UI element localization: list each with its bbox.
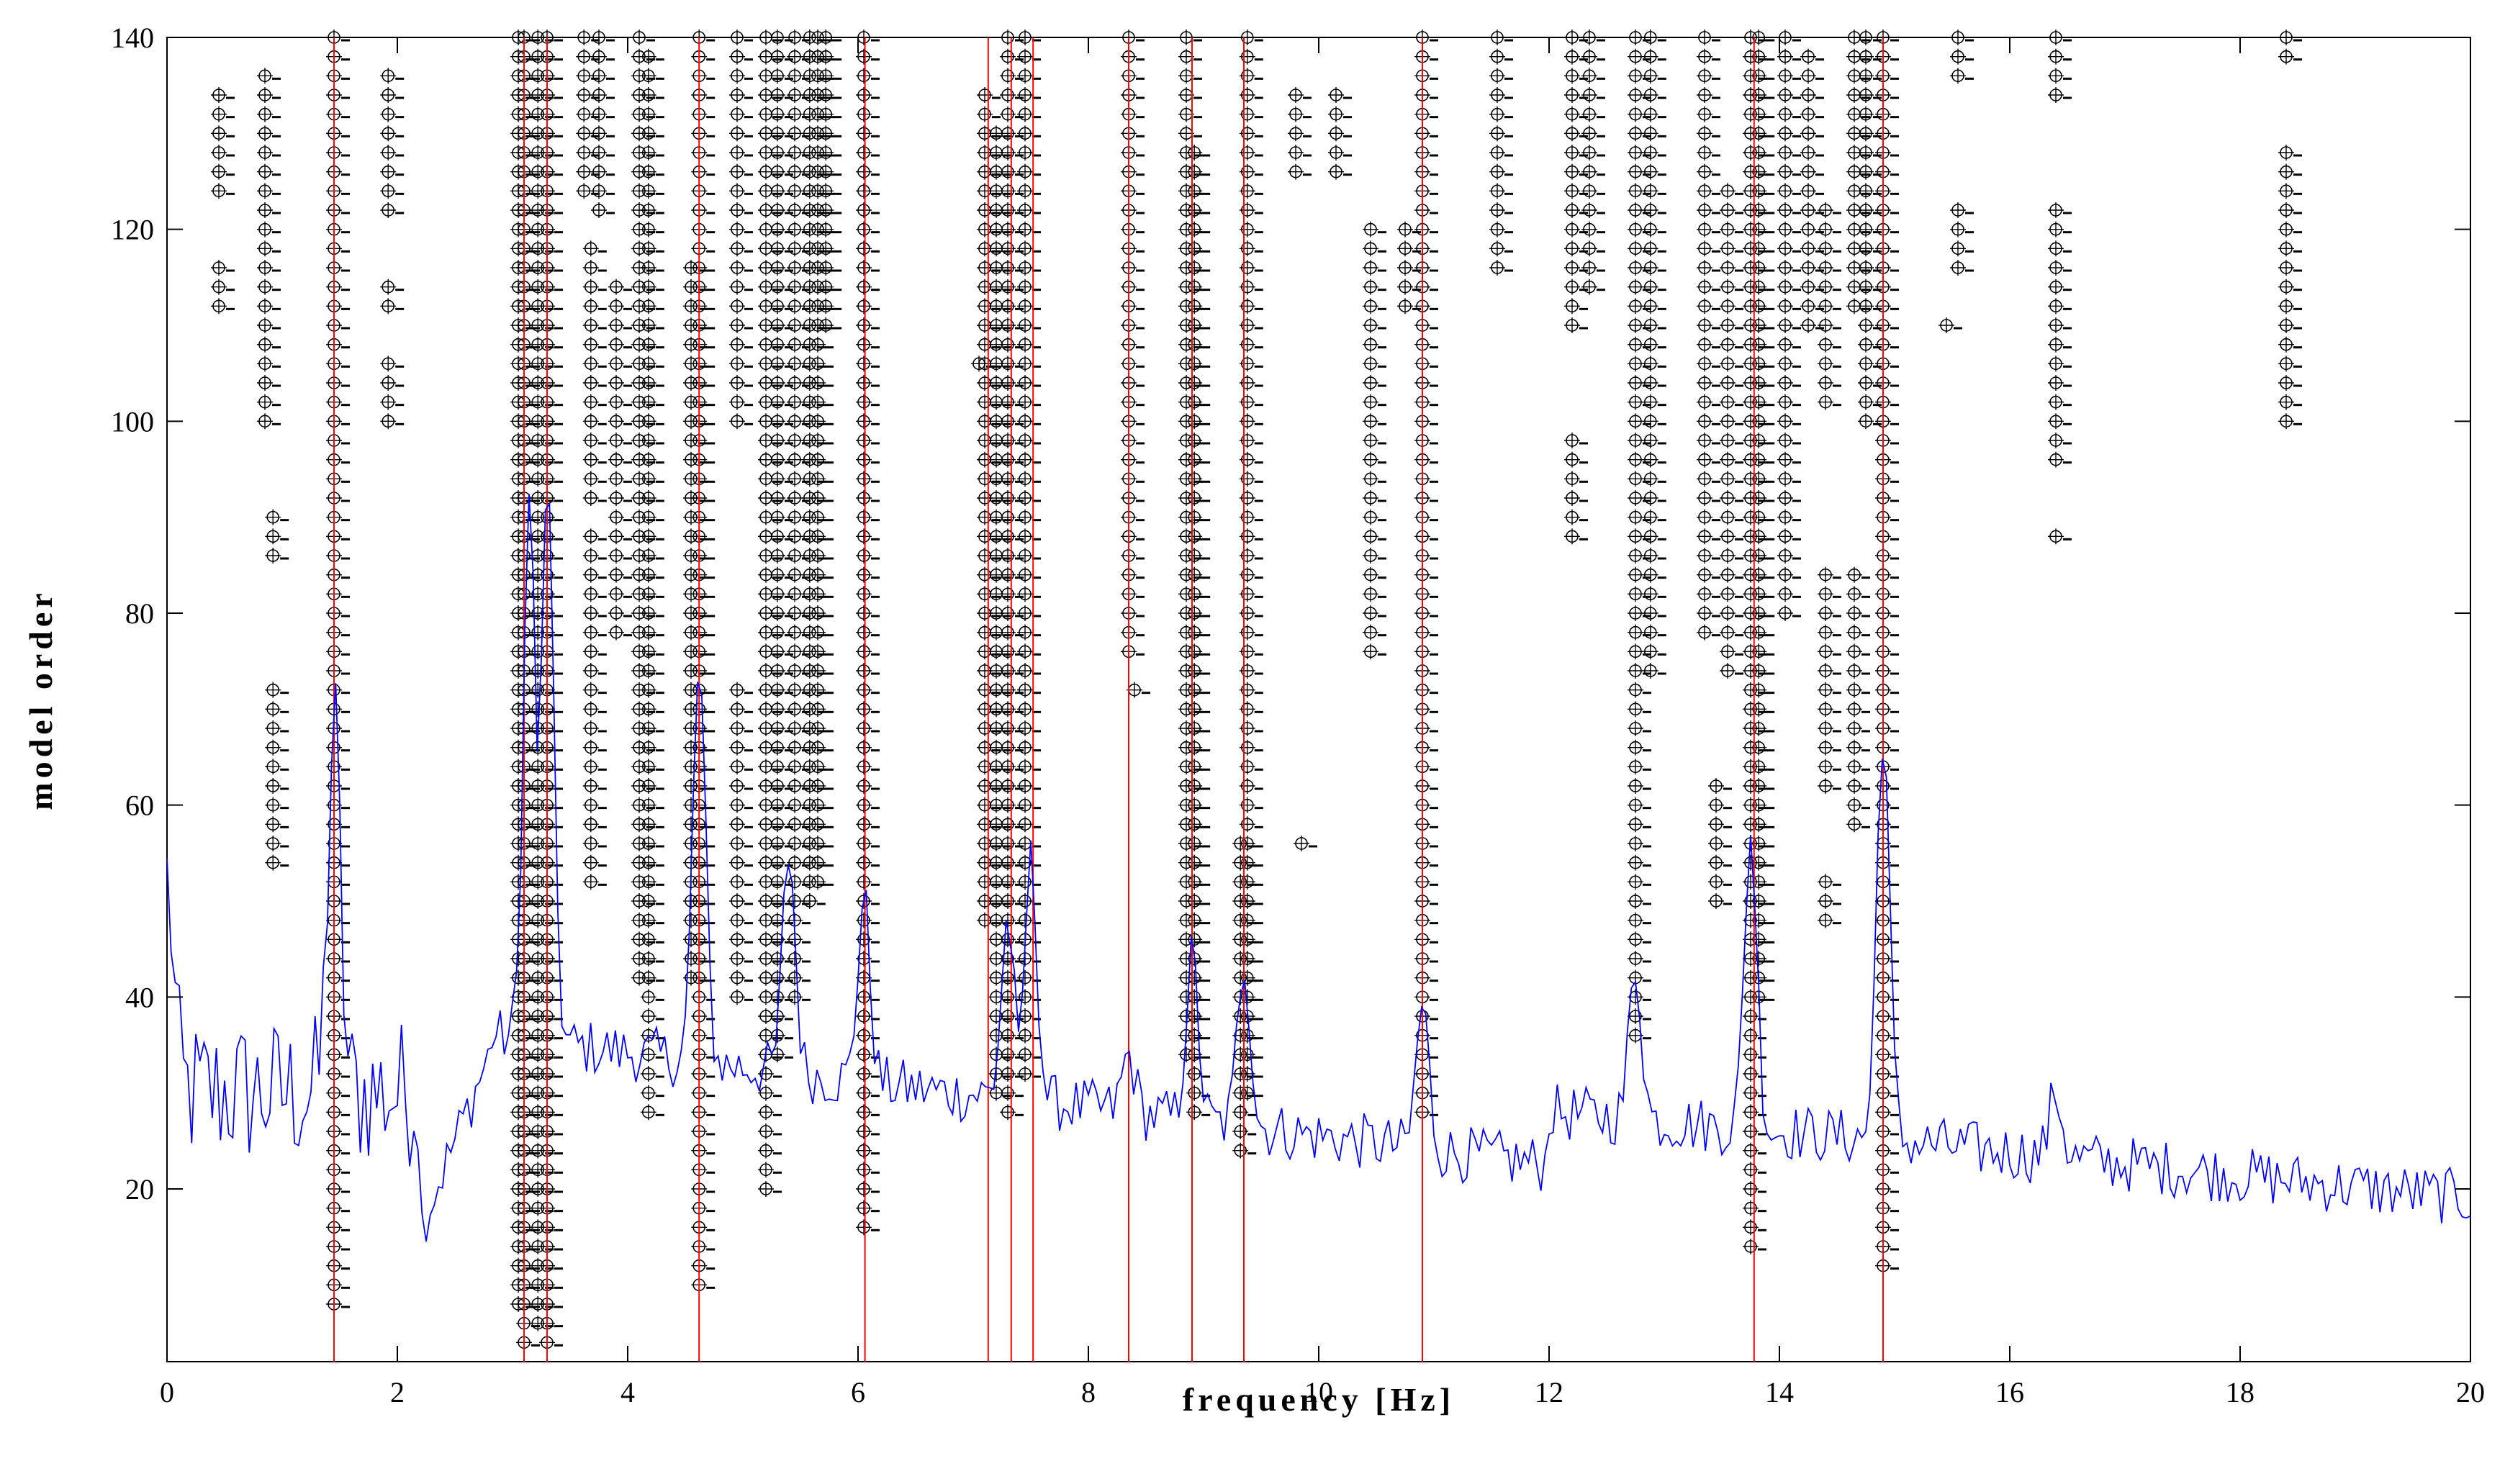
stable-pole-marker	[380, 145, 405, 160]
stable-pole-marker	[211, 260, 235, 276]
stable-pole-marker	[265, 836, 289, 851]
stable-pole-marker	[380, 375, 405, 391]
stable-pole-marker	[265, 720, 289, 736]
stable-pole-marker	[380, 202, 405, 218]
stable-pole-marker	[380, 394, 405, 410]
stable-pole-marker	[257, 163, 281, 180]
stable-pole-marker	[265, 816, 289, 833]
stable-pole-marker	[257, 202, 281, 218]
stable-pole-marker	[257, 87, 281, 103]
stable-pole-marker	[257, 375, 281, 391]
stable-pole-marker	[257, 68, 281, 84]
stable-pole-marker	[257, 336, 281, 353]
stable-pole-marker	[380, 68, 405, 84]
stable-pole-marker	[257, 317, 281, 333]
stable-pole-marker	[257, 145, 281, 160]
stable-pole-marker	[380, 413, 405, 430]
stable-pole-marker	[257, 240, 281, 257]
stable-pole-marker	[211, 298, 235, 315]
stable-pole-marker	[380, 125, 405, 142]
stable-pole-marker	[380, 298, 405, 315]
stable-pole-marker	[257, 221, 281, 237]
stable-pole-marker	[257, 413, 281, 430]
stable-pole-marker	[257, 106, 281, 122]
stable-pole-marker	[257, 279, 281, 295]
stable-pole-marker	[380, 163, 405, 180]
stable-pole-marker	[257, 260, 281, 276]
stable-pole-marker	[265, 854, 289, 871]
stable-pole-marker	[211, 279, 235, 295]
stable-pole-marker	[211, 183, 235, 199]
plot-area	[166, 37, 2471, 1362]
stable-pole-marker	[211, 106, 235, 122]
stable-pole-marker	[265, 739, 289, 756]
stable-pole-marker	[211, 87, 235, 103]
stable-pole-marker	[265, 682, 289, 698]
stable-pole-marker	[257, 298, 281, 315]
stable-pole-marker	[257, 125, 281, 142]
stable-pole-marker	[265, 528, 289, 545]
stable-pole-marker	[265, 548, 289, 564]
stable-pole-marker	[265, 701, 289, 718]
stable-pole-marker	[211, 145, 235, 160]
stable-pole-marker	[257, 183, 281, 199]
stable-pole-marker	[380, 87, 405, 103]
stable-pole-marker	[265, 778, 289, 794]
stable-pole-marker	[380, 356, 405, 372]
stable-pole-marker	[211, 125, 235, 142]
stable-pole-marker	[265, 759, 289, 775]
stable-pole-marker	[380, 106, 405, 122]
stable-pole-marker	[380, 183, 405, 199]
stable-pole-marker	[211, 163, 235, 180]
stable-pole-marker	[257, 394, 281, 410]
stable-pole-marker	[380, 279, 405, 295]
stable-pole-marker	[265, 797, 289, 813]
stable-pole-marker	[265, 509, 289, 525]
stable-pole-marker	[257, 356, 281, 372]
